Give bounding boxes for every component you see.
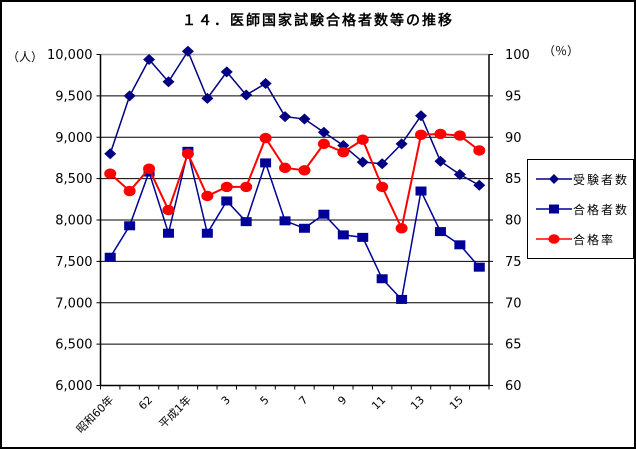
- left-axis-unit-label: （人）: [7, 50, 44, 64]
- left-axis-tick-label: 9,500: [55, 89, 92, 104]
- x-axis-tick-label: 5: [258, 393, 272, 407]
- square-marker-icon: [536, 204, 572, 214]
- chart-title: １４．医師国家試験合格者数等の推移: [182, 13, 454, 29]
- left-axis-tick-label: 8,500: [55, 172, 92, 187]
- left-axis-tick-label: 7,000: [55, 296, 92, 311]
- series-合格率: [104, 128, 486, 234]
- x-axis-tick-label: 9: [335, 393, 349, 407]
- legend-item-gokakusha: 合格者数: [535, 196, 633, 222]
- left-axis-tick-label: 6,000: [55, 379, 92, 394]
- series-受験者数: [104, 45, 486, 191]
- x-axis-tick-label: 3: [219, 393, 233, 407]
- x-axis-tick-label: 7: [296, 393, 310, 407]
- right-axis-tick-label: 90: [505, 131, 522, 146]
- right-axis-tick-label: 100: [505, 48, 530, 63]
- legend-label: 合格者数: [573, 202, 630, 217]
- right-axis-tick-label: 75: [505, 255, 522, 270]
- right-axis-tick-label: 85: [505, 172, 522, 187]
- diamond-marker-icon: [536, 174, 572, 184]
- circle-marker-icon: [536, 234, 572, 244]
- legend-label: 受験者数: [573, 172, 630, 187]
- chart-legend: 受験者数 合格者数 合格率: [527, 159, 634, 259]
- x-axis-tick-label: 13: [408, 393, 427, 412]
- left-axis-tick-label: 7,500: [55, 255, 92, 270]
- left-axis-tick-label: 10,000: [47, 48, 93, 63]
- left-axis-tick-label: 8,000: [55, 214, 92, 229]
- x-axis-tick-label: 平成1年: [156, 393, 194, 431]
- legend-item-jukensha: 受験者数: [535, 166, 633, 192]
- legend-item-gokakuritsu: 合格率: [535, 226, 633, 252]
- right-axis-tick-label: 65: [505, 338, 522, 353]
- left-axis-tick-label: 9,000: [55, 131, 92, 146]
- right-axis-tick-label: 95: [505, 89, 522, 104]
- x-axis-tick-label: 昭和60年: [73, 393, 116, 436]
- x-axis-tick-label: 11: [369, 393, 388, 412]
- series-合格者数: [104, 146, 485, 304]
- right-axis-tick-label: 70: [505, 296, 522, 311]
- right-axis-unit-label: （％）: [543, 44, 580, 58]
- x-axis-tick-label: 15: [447, 393, 466, 412]
- right-axis-tick-label: 80: [505, 214, 522, 229]
- x-axis-tick-label: 62: [136, 393, 155, 412]
- left-axis-tick-label: 6,500: [55, 338, 92, 353]
- legend-label: 合格率: [573, 232, 616, 247]
- right-axis-tick-label: 60: [505, 379, 522, 394]
